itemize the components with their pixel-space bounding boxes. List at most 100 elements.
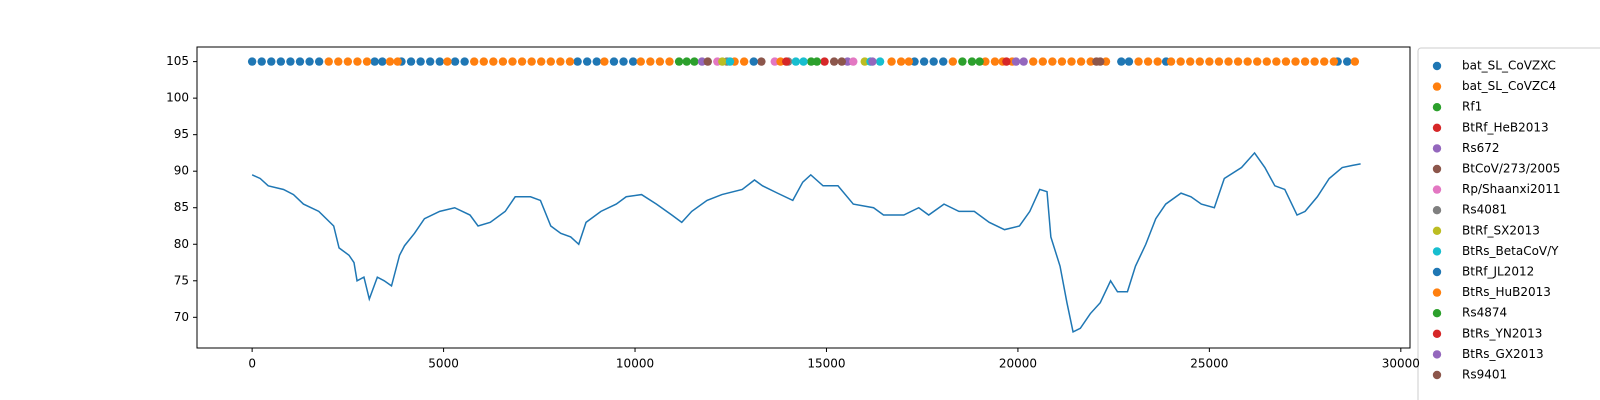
strain-dot — [1153, 57, 1162, 66]
similarity-line — [251, 151, 1361, 334]
strain-dot — [370, 57, 379, 66]
strain-dot — [573, 57, 582, 66]
legend-marker — [1432, 370, 1442, 380]
strain-dot — [1092, 57, 1101, 66]
strain-dot — [267, 57, 276, 66]
y-tick-label: 90 — [174, 164, 189, 178]
strain-dot — [276, 57, 286, 66]
plot-frame — [196, 46, 1411, 349]
strain-dot — [958, 57, 967, 66]
strain-dot — [843, 57, 852, 66]
strain-dot — [1253, 57, 1262, 66]
strain-dot — [757, 57, 766, 66]
strain-dot — [776, 57, 785, 66]
strain-dot — [1281, 57, 1291, 66]
legend-marker — [1432, 267, 1442, 277]
strain-dot — [416, 57, 425, 66]
legend-label: Rs4874 — [1462, 306, 1507, 320]
strain-dot — [1195, 57, 1204, 66]
strain-dot — [782, 57, 791, 66]
strain-dot — [1310, 57, 1319, 66]
strain-dot — [247, 57, 257, 66]
strain-dot — [820, 57, 829, 66]
strain-dot — [517, 57, 527, 66]
strain-dot — [910, 57, 919, 66]
strain-dot — [919, 57, 929, 66]
legend-marker — [1432, 123, 1442, 132]
strain-dot — [739, 57, 749, 66]
strain-dot — [1048, 57, 1057, 66]
strain-dot — [1262, 57, 1271, 66]
strain-dot — [470, 57, 479, 66]
legend-label: Rf1 — [1462, 100, 1482, 114]
strain-dot — [1019, 57, 1028, 66]
strain-dot — [674, 57, 684, 66]
strain-dot — [527, 57, 536, 66]
legend-marker — [1432, 288, 1442, 297]
strain-dot — [806, 57, 816, 66]
strain-dot — [981, 57, 990, 66]
strain-dot — [929, 57, 938, 66]
x-tick-label: 20000 — [999, 357, 1037, 371]
legend-label: BtRs_BetaCoV/Y — [1462, 244, 1559, 258]
strain-dot — [904, 57, 913, 66]
strain-dot — [1205, 57, 1214, 66]
strain-dot — [725, 57, 735, 66]
legend-marker — [1432, 247, 1442, 256]
strain-dot — [537, 57, 546, 66]
strain-dot — [1101, 57, 1111, 66]
strain-dot — [592, 57, 601, 66]
strain-dot — [582, 57, 592, 66]
strain-dot — [353, 57, 362, 66]
strain-dot — [812, 57, 822, 66]
strain-dot — [697, 57, 707, 66]
strain-dot — [1124, 57, 1134, 66]
strain-dot — [1011, 57, 1021, 66]
strain-dot — [1214, 57, 1224, 66]
strain-dot — [460, 57, 469, 66]
strain-dot — [1320, 57, 1329, 66]
strain-dot — [1076, 57, 1086, 66]
strain-dot — [875, 57, 885, 66]
strain-dot — [305, 57, 314, 66]
strain-dot — [990, 57, 1000, 66]
x-tick-label: 25000 — [1190, 357, 1228, 371]
legend-frame — [1417, 47, 1600, 400]
strain-dot — [1038, 57, 1048, 66]
legend-label: BtRs_HuB2013 — [1462, 285, 1551, 299]
strain-dot — [619, 57, 628, 66]
strain-dot — [628, 57, 638, 66]
strain-dot — [443, 57, 452, 66]
legend-marker — [1432, 144, 1442, 153]
strain-dot — [799, 57, 808, 66]
strain-dot — [1166, 57, 1176, 66]
strain-dot — [295, 57, 305, 66]
legend-marker — [1432, 61, 1442, 71]
strain-dot — [1329, 57, 1339, 66]
strain-dot — [546, 57, 555, 66]
x-tick-label: 5000 — [428, 357, 459, 371]
legend-label: BtRs_YN2013 — [1462, 326, 1542, 340]
strain-dot — [665, 57, 674, 66]
strain-dot — [1243, 57, 1252, 66]
strain-dot — [435, 57, 444, 66]
strain-dot — [600, 57, 609, 66]
strain-dot — [829, 57, 839, 66]
legend-label: bat_SL_CoVZXC — [1462, 59, 1556, 73]
strain-dot — [1067, 57, 1076, 66]
strain-dot — [565, 57, 575, 66]
strain-dot — [1272, 57, 1281, 66]
strain-dot — [385, 57, 395, 66]
legend-marker — [1432, 350, 1442, 359]
strain-dot — [1029, 57, 1038, 66]
strain-dot — [896, 57, 906, 66]
legend-label: BtRf_SX2013 — [1462, 223, 1540, 237]
strain-dot — [887, 57, 896, 66]
strain-dot — [1117, 57, 1126, 66]
strain-dot — [948, 57, 958, 66]
strain-dot — [749, 57, 758, 66]
strain-dot — [324, 57, 333, 66]
